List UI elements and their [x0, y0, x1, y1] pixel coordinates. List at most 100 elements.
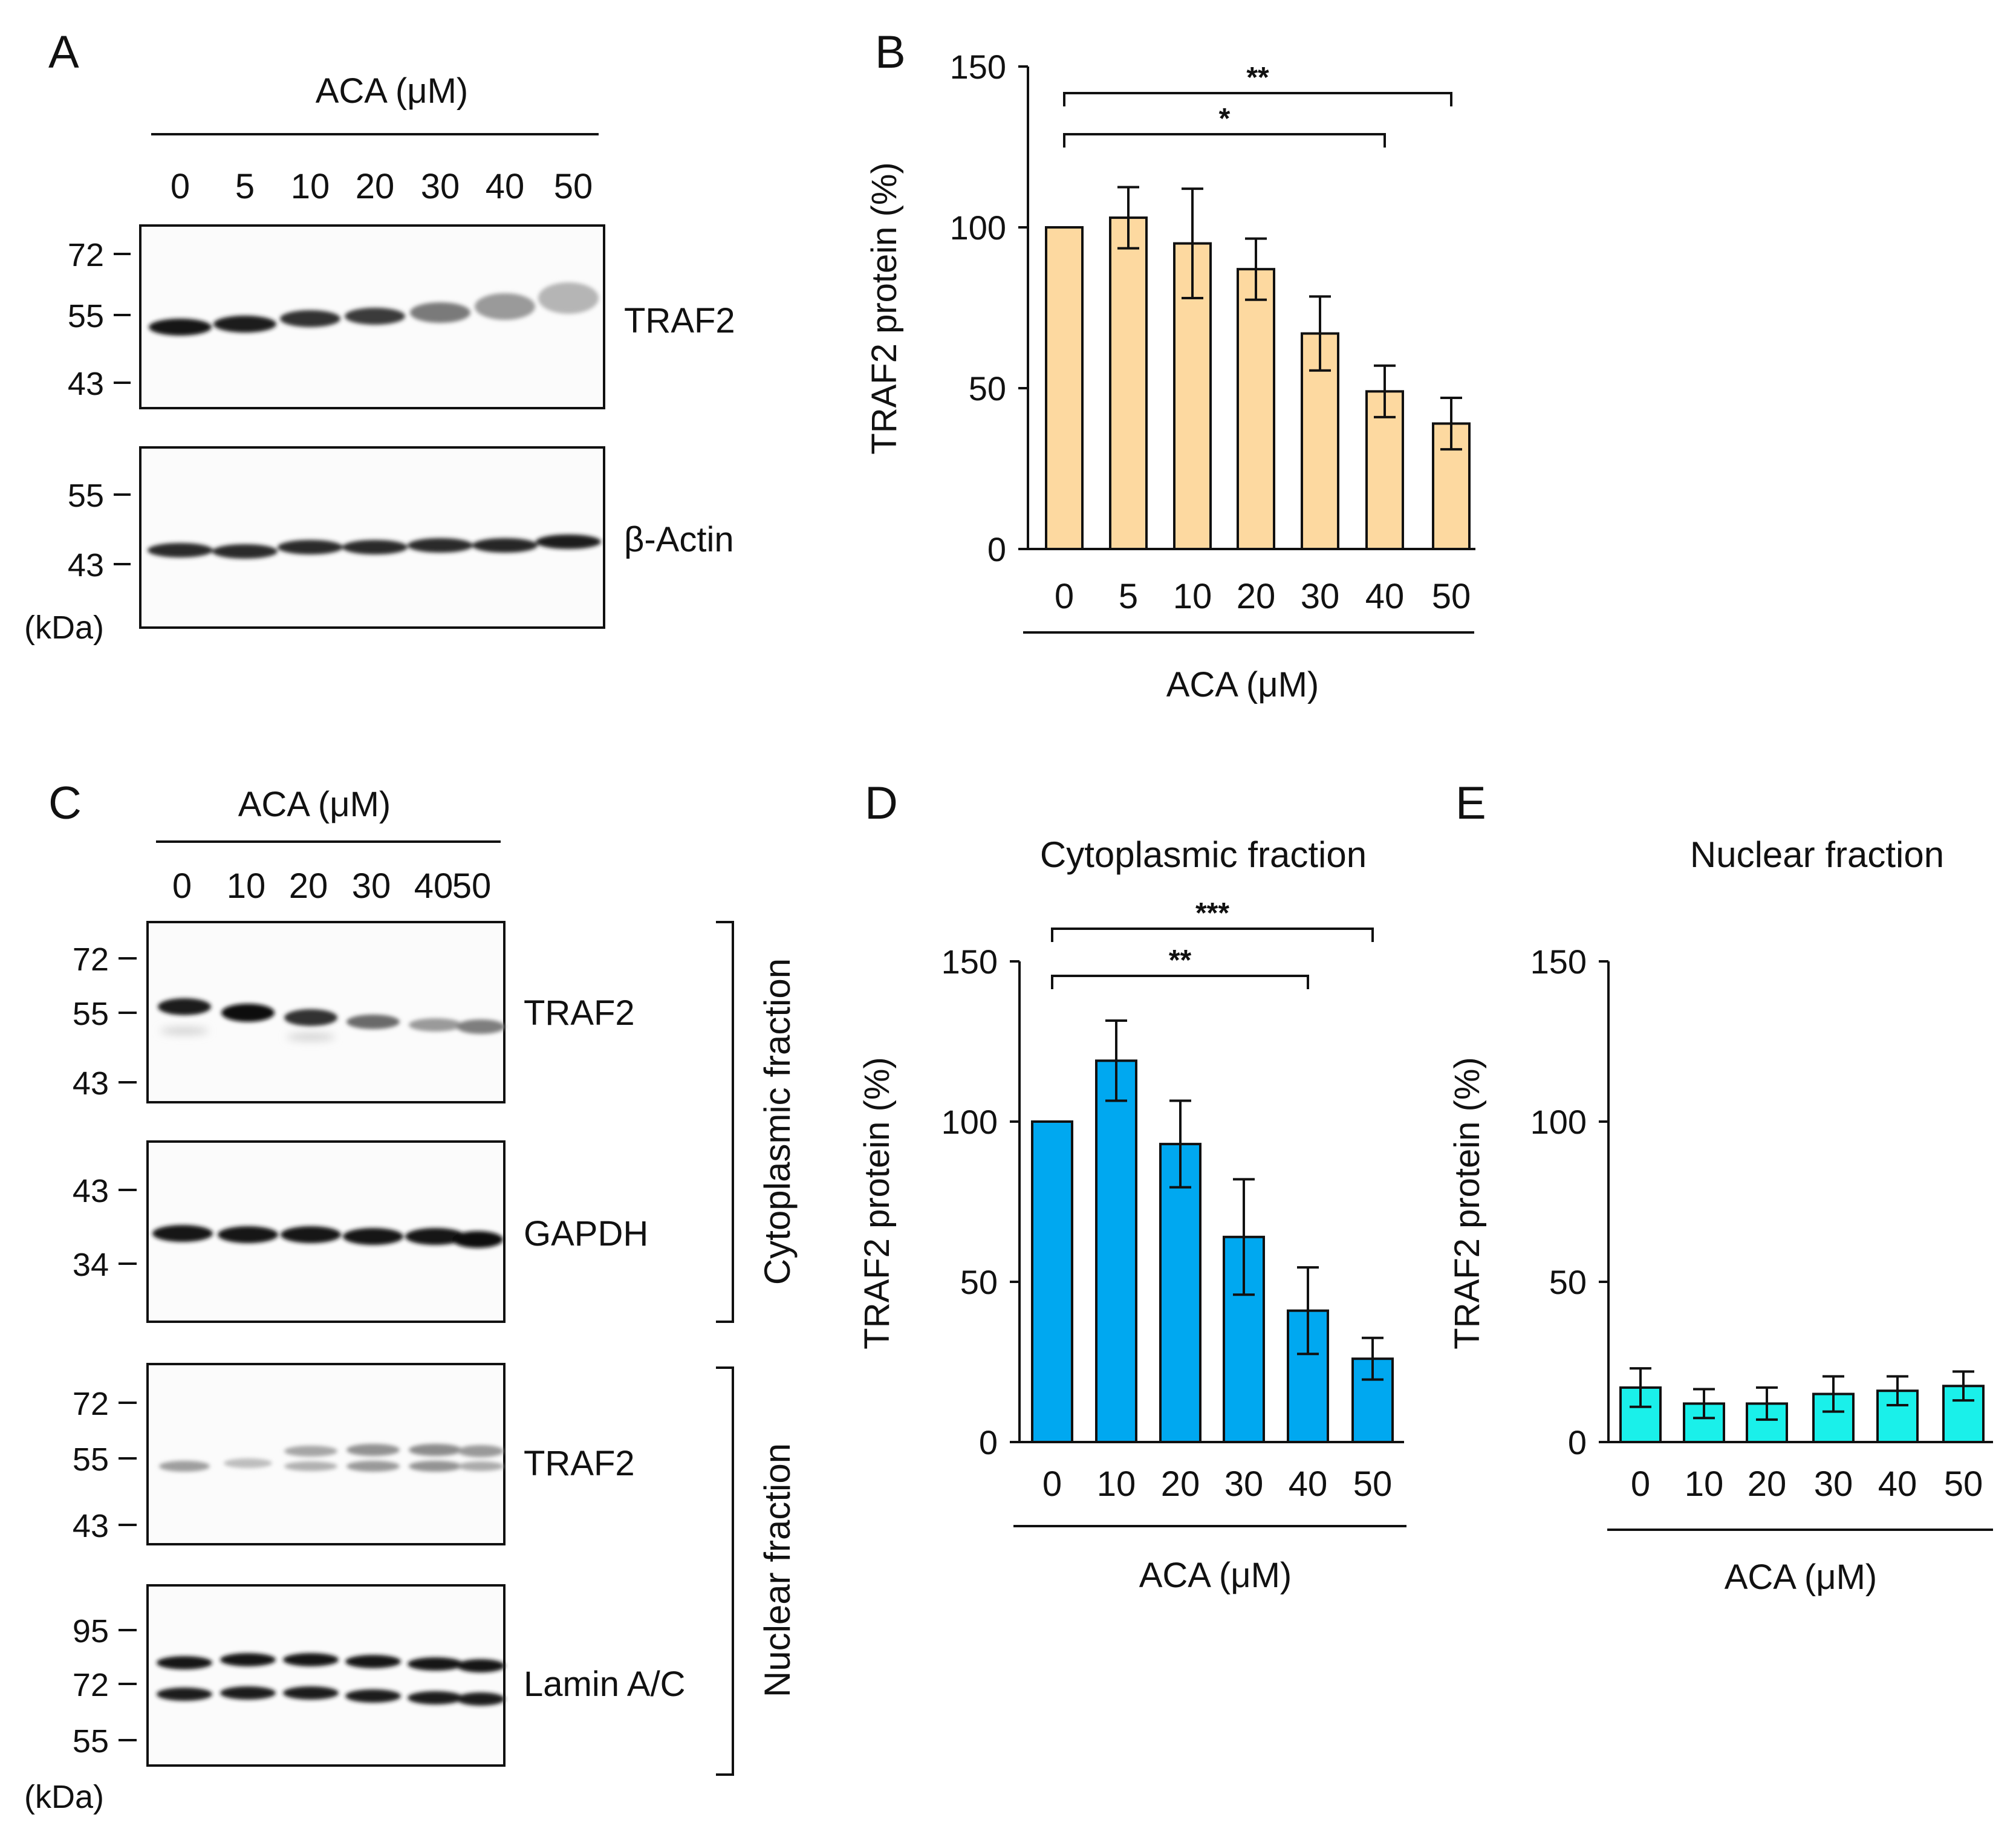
band	[157, 1656, 212, 1669]
panel-c-conc-header: ACA (μM)	[238, 785, 391, 824]
y-ticks	[1018, 65, 1028, 550]
y-tick-label: 150	[1530, 943, 1587, 981]
error-bar	[1117, 186, 1139, 250]
y-tick-label: 150	[941, 943, 998, 981]
blot-a-traf2: 72 55 43 TRAF2	[68, 224, 735, 409]
x-axis-label: ACA (μM)	[1725, 1558, 1878, 1597]
blot-bands	[149, 282, 599, 336]
band	[149, 319, 212, 336]
x-tick-label: 40	[1365, 577, 1405, 616]
lane-label: 50	[554, 167, 593, 206]
lane-label: 20	[356, 167, 395, 206]
marker-label: 34	[73, 1247, 109, 1283]
bar	[1109, 216, 1148, 551]
band	[224, 1458, 272, 1468]
y-axis-label: TRAF2 protein (%)	[1448, 1057, 1487, 1349]
band	[538, 282, 599, 314]
marker-ticks	[119, 957, 137, 1084]
bar	[1432, 422, 1471, 551]
error-bar	[1953, 1370, 1974, 1402]
x-tick-label: 10	[1173, 577, 1212, 616]
panel-c-lane-labels: 0 10 20 30 40 50	[172, 866, 491, 906]
significance-bracket	[1051, 928, 1374, 942]
blot-bands	[148, 534, 601, 559]
bar	[1237, 268, 1275, 550]
panel-d-chart: D Cytoplasmic fraction 0 50 100 150 TRAF…	[857, 778, 1406, 1595]
error-bar	[1362, 1336, 1384, 1381]
x-tick-label: 5	[1119, 577, 1138, 616]
y-axis-label: TRAF2 protein (%)	[865, 162, 904, 454]
x-tick-label: 30	[1224, 1464, 1264, 1504]
blot-bands	[157, 1653, 505, 1706]
blot-a-actin: 55 43 β-Actin	[68, 446, 734, 629]
x-tick-label: 20	[1237, 577, 1276, 616]
panel-e-letter: E	[1455, 778, 1486, 829]
x-tick-label: 50	[1944, 1464, 1983, 1504]
bar-group	[1031, 1059, 1394, 1444]
error-bar	[1823, 1375, 1844, 1413]
lane-label: 10	[227, 866, 266, 906]
band	[346, 1444, 400, 1456]
marker-label: 95	[73, 1613, 109, 1649]
marker-label: 72	[68, 237, 104, 273]
lane-label: 10	[291, 167, 330, 206]
x-tick-labels: 0 10 20 30 40 50	[1631, 1464, 1983, 1504]
error-bar	[1440, 396, 1462, 451]
y-tick-label: 150	[950, 48, 1006, 86]
band	[158, 998, 211, 1015]
marker-label: 43	[73, 1065, 109, 1102]
significance-bracket	[1063, 92, 1452, 106]
band	[458, 1445, 504, 1457]
blot-c-traf2-nuclear: 72 55 43 TRAF2	[73, 1363, 635, 1545]
band	[408, 1691, 463, 1704]
x-tick-label: 30	[1301, 577, 1340, 616]
panel-a-letter: A	[48, 27, 79, 78]
lane-label: 50	[452, 866, 492, 906]
marker-label: 55	[73, 1723, 109, 1759]
blot-frame	[146, 1584, 506, 1767]
band	[148, 543, 213, 557]
panel-c-letter: C	[48, 778, 82, 829]
x-tick-label: 20	[1161, 1464, 1200, 1504]
blot-bands	[158, 998, 505, 1034]
blot-bands	[159, 1444, 504, 1472]
band	[345, 308, 405, 325]
chart-title: Cytoplasmic fraction	[1040, 834, 1367, 875]
lane-label: 40	[414, 866, 454, 906]
chart-title: Nuclear fraction	[1690, 834, 1944, 875]
band	[220, 1653, 276, 1666]
band	[472, 538, 538, 553]
band	[457, 1659, 505, 1672]
band	[346, 1015, 400, 1029]
significance-bracket	[1051, 975, 1309, 989]
x-tick-label: 50	[1432, 577, 1471, 616]
band	[212, 544, 278, 559]
band	[452, 1231, 503, 1248]
significance-label: **	[1246, 62, 1269, 94]
marker-label: 55	[68, 478, 104, 514]
panel-c: C ACA (μM) 0 10 20 30 40 50	[24, 778, 798, 1815]
panel-d-letter: D	[865, 778, 898, 829]
x-tick-label: 10	[1685, 1464, 1724, 1504]
band	[157, 1688, 212, 1701]
band	[280, 310, 340, 327]
marker-ticks	[119, 1402, 137, 1526]
lane-label: 5	[235, 167, 255, 206]
panel-b-chart: B 0 50 100 150 TRAF2 protein (%)	[865, 27, 1475, 704]
marker-label: 43	[73, 1173, 109, 1209]
lane-label: 40	[486, 167, 525, 206]
y-tick-label: 100	[950, 209, 1006, 247]
bar-group	[1045, 216, 1471, 551]
band	[409, 1018, 462, 1032]
x-tick-labels: 0 5 10 20 30 40 50	[1055, 577, 1471, 616]
error-bar	[1105, 1019, 1127, 1102]
blot-frame	[139, 446, 605, 629]
panel-b-letter: B	[875, 27, 906, 78]
bar	[1095, 1059, 1137, 1444]
band	[284, 1461, 337, 1471]
band	[342, 540, 408, 554]
kda-unit-label: (kDa)	[24, 609, 104, 646]
marker-label: 72	[73, 1667, 109, 1703]
x-tick-label: 0	[1055, 577, 1074, 616]
y-ticks	[1010, 960, 1019, 1443]
